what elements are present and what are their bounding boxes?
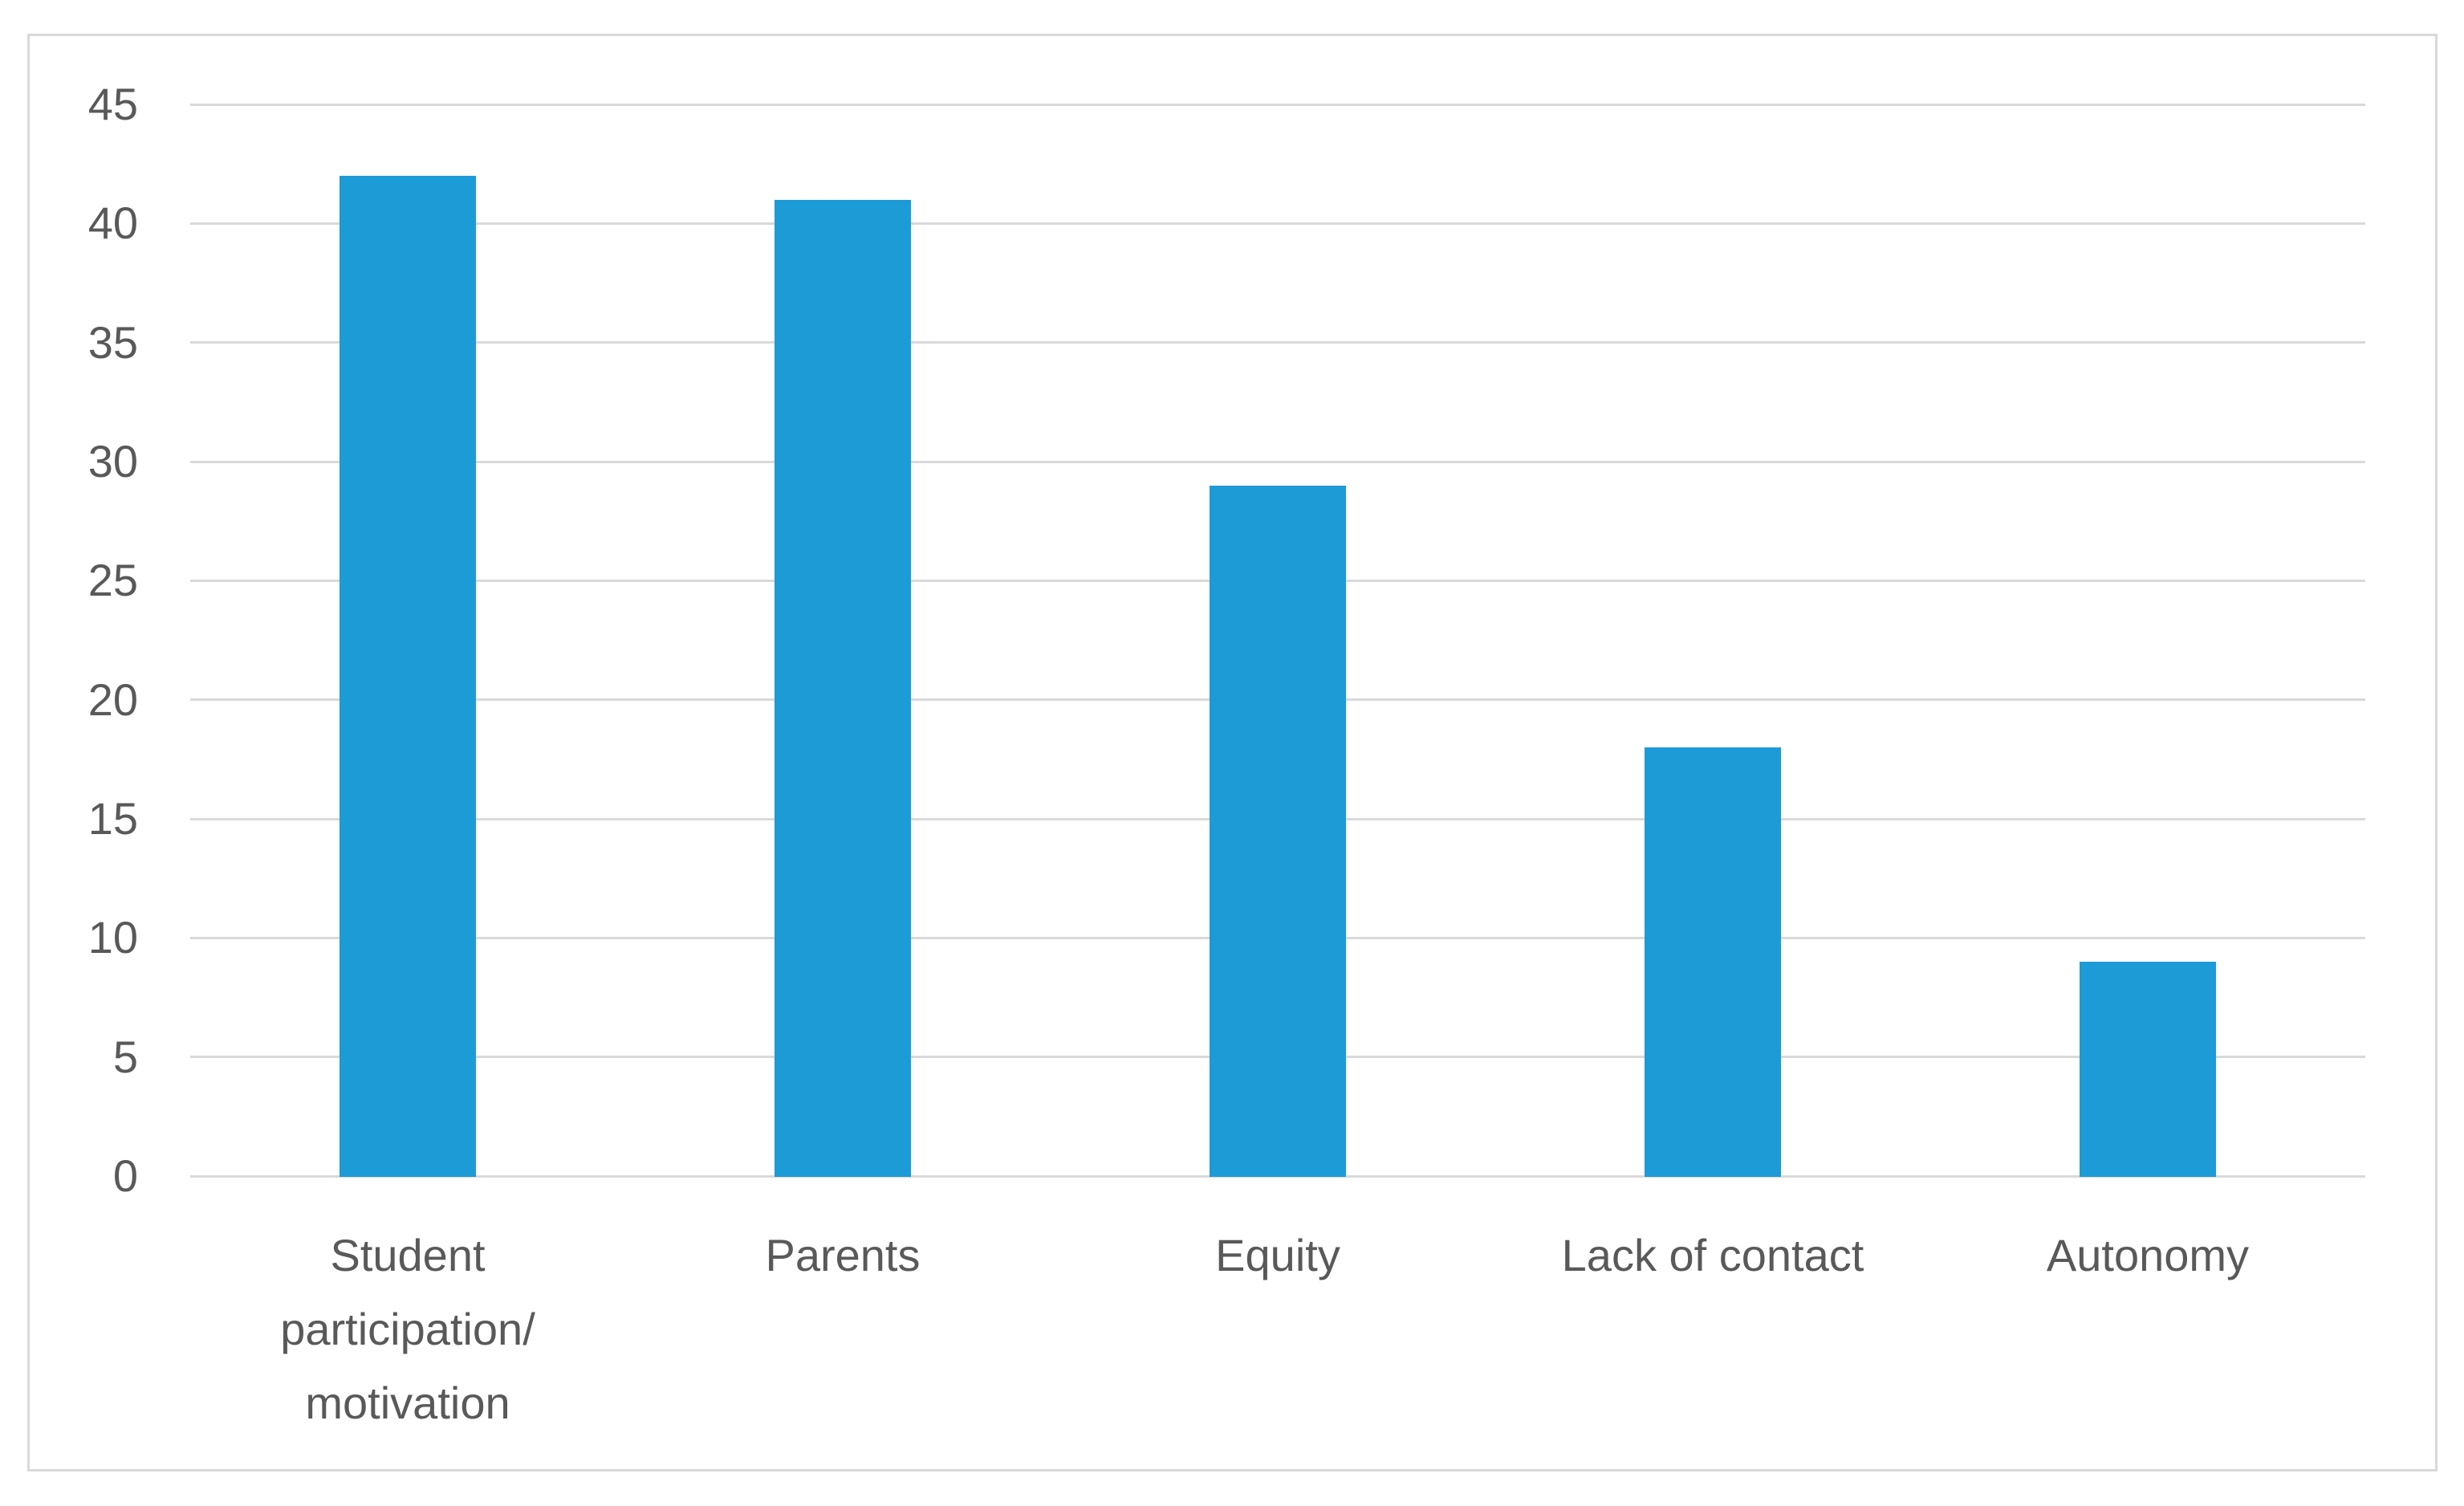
- gridline: [190, 460, 2365, 463]
- gridline: [190, 222, 2365, 225]
- x-category-label: Autonomy: [1939, 1219, 2356, 1292]
- y-tick-label: 10: [87, 912, 138, 963]
- x-category-label-line: Autonomy: [2046, 1230, 2250, 1280]
- y-tick-label: 35: [87, 316, 138, 368]
- x-category-label-line: Student: [330, 1230, 486, 1280]
- gridline: [190, 103, 2365, 106]
- x-category-label-line: participation/: [280, 1304, 535, 1354]
- bar: [340, 176, 476, 1177]
- x-category-label-line: Equity: [1215, 1230, 1340, 1280]
- x-category-label: Equity: [1069, 1219, 1486, 1292]
- y-tick-label: 40: [87, 197, 138, 249]
- gridline: [190, 341, 2365, 344]
- x-category-label-line: Lack of contact: [1561, 1230, 1864, 1280]
- bar: [775, 199, 911, 1177]
- chart-border-frame: [27, 34, 2438, 1471]
- x-category-label-line: Parents: [765, 1230, 921, 1280]
- x-category-label-line: motivation: [305, 1378, 510, 1428]
- y-tick-label: 45: [87, 79, 138, 129]
- y-tick-label: 5: [112, 1031, 138, 1082]
- bar: [1645, 747, 1781, 1177]
- x-category-label: Parents: [634, 1219, 1051, 1292]
- y-tick-label: 0: [112, 1150, 138, 1201]
- y-tick-label: 30: [87, 436, 138, 486]
- y-tick-label: 20: [87, 674, 138, 725]
- y-tick-label: 15: [87, 793, 138, 844]
- y-tick-label: 25: [87, 555, 138, 606]
- bar: [2080, 962, 2216, 1177]
- x-category-label: Student participation/motivation: [199, 1219, 616, 1440]
- bar: [1210, 485, 1346, 1177]
- x-category-label: Lack of contact: [1504, 1219, 1921, 1292]
